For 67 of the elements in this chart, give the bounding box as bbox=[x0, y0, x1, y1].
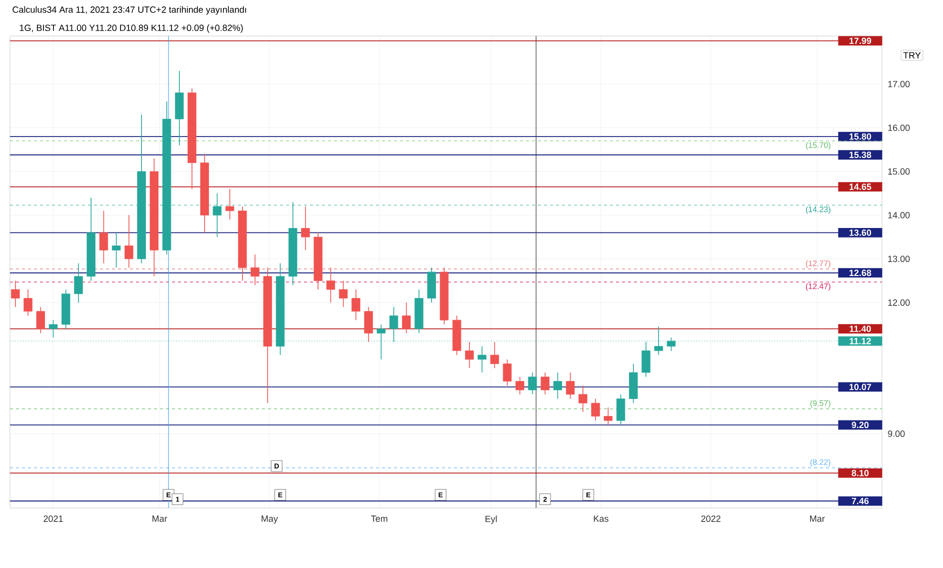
candlestick bbox=[578, 385, 588, 412]
candlestick bbox=[616, 394, 626, 426]
candlestick bbox=[364, 306, 373, 342]
y-tick-label: 14.00 bbox=[888, 212, 910, 218]
candlestick bbox=[225, 188, 234, 220]
candlestick bbox=[124, 214, 134, 268]
ref-line-label: (12.77) bbox=[806, 260, 830, 268]
candlestick bbox=[11, 280, 20, 308]
text: TRY bbox=[903, 52, 921, 58]
ref-line-label: 15.38 bbox=[850, 152, 872, 158]
x-tick-label: Mar bbox=[810, 516, 825, 522]
y-tick-label: 17.00 bbox=[888, 80, 910, 88]
y-tick-label: 15.00 bbox=[888, 168, 910, 175]
candlestick bbox=[338, 280, 348, 308]
x-tick-label: 2022 bbox=[701, 516, 720, 522]
candlestick bbox=[99, 210, 108, 264]
candlestick bbox=[352, 289, 360, 320]
candlestick bbox=[112, 232, 121, 268]
ref-line-label: (8.22) bbox=[810, 459, 830, 467]
ref-line-label: (9.57) bbox=[810, 400, 830, 408]
ref-line-label: (15.70) bbox=[806, 142, 830, 150]
ref-line-label: 17.99 bbox=[850, 38, 872, 44]
x-tick-label: Kas bbox=[594, 516, 608, 522]
ref-line-label: 14.65 bbox=[850, 184, 872, 190]
x-tick-label: Tem bbox=[371, 516, 388, 522]
candlestick bbox=[642, 342, 650, 378]
ref-line-label: 10.07 bbox=[850, 384, 872, 390]
candlestick bbox=[250, 254, 260, 286]
candlestick bbox=[553, 372, 562, 400]
x-tick-label: Mar bbox=[152, 516, 168, 522]
candlestick bbox=[326, 267, 336, 303]
ref-line-label: 12.68 bbox=[850, 270, 872, 276]
x-tick-label: 2021 bbox=[44, 516, 63, 522]
chart-subtitle: 1G, BIST A11.00 Y11.20 D10.89 K11.12 +0.09 (+0.82%) bbox=[20, 24, 243, 33]
ref-line-label: 7.46 bbox=[852, 498, 869, 504]
y-tick-label: 9.00 bbox=[888, 430, 905, 437]
x-tick-label: Eyl bbox=[486, 516, 497, 524]
candlestick bbox=[591, 398, 600, 421]
y-tick-label: 12.00 bbox=[888, 299, 910, 306]
y-tick-label: 16.00 bbox=[888, 124, 910, 131]
candlestick bbox=[389, 306, 398, 342]
candlestick bbox=[301, 206, 310, 251]
candlestick bbox=[478, 346, 486, 373]
ref-line-label: (12.47) bbox=[806, 283, 830, 291]
y-tick-label: 13.00 bbox=[888, 256, 910, 262]
ref-line-label: 13.60 bbox=[850, 229, 872, 236]
candlestick bbox=[402, 302, 411, 334]
x-tick-label: May bbox=[262, 516, 278, 524]
candlestick bbox=[516, 376, 524, 395]
candlestick bbox=[604, 407, 612, 426]
candlestick bbox=[74, 262, 83, 303]
candlestick bbox=[566, 372, 575, 400]
candlestick bbox=[540, 372, 550, 395]
ref-line-label: 9.20 bbox=[852, 422, 869, 428]
candlestick bbox=[24, 289, 32, 316]
candlestick bbox=[36, 306, 45, 334]
candlestick bbox=[528, 372, 537, 395]
ref-line-label: 8.10 bbox=[852, 470, 869, 476]
candlestick bbox=[48, 320, 58, 338]
chart-title: Calculus34 Ara 11, 2021 23:47 UTC+2 tarihinde yayınlandı bbox=[12, 6, 246, 15]
ref-line-label: 11.12 bbox=[850, 338, 871, 344]
ref-line-label: 11.40 bbox=[850, 326, 871, 332]
candlestick bbox=[502, 359, 512, 386]
candlestick bbox=[465, 342, 474, 369]
candlestick bbox=[490, 342, 499, 369]
ref-line-label: 15.80 bbox=[850, 133, 872, 140]
ref-line-label: (14.23) bbox=[806, 206, 830, 214]
